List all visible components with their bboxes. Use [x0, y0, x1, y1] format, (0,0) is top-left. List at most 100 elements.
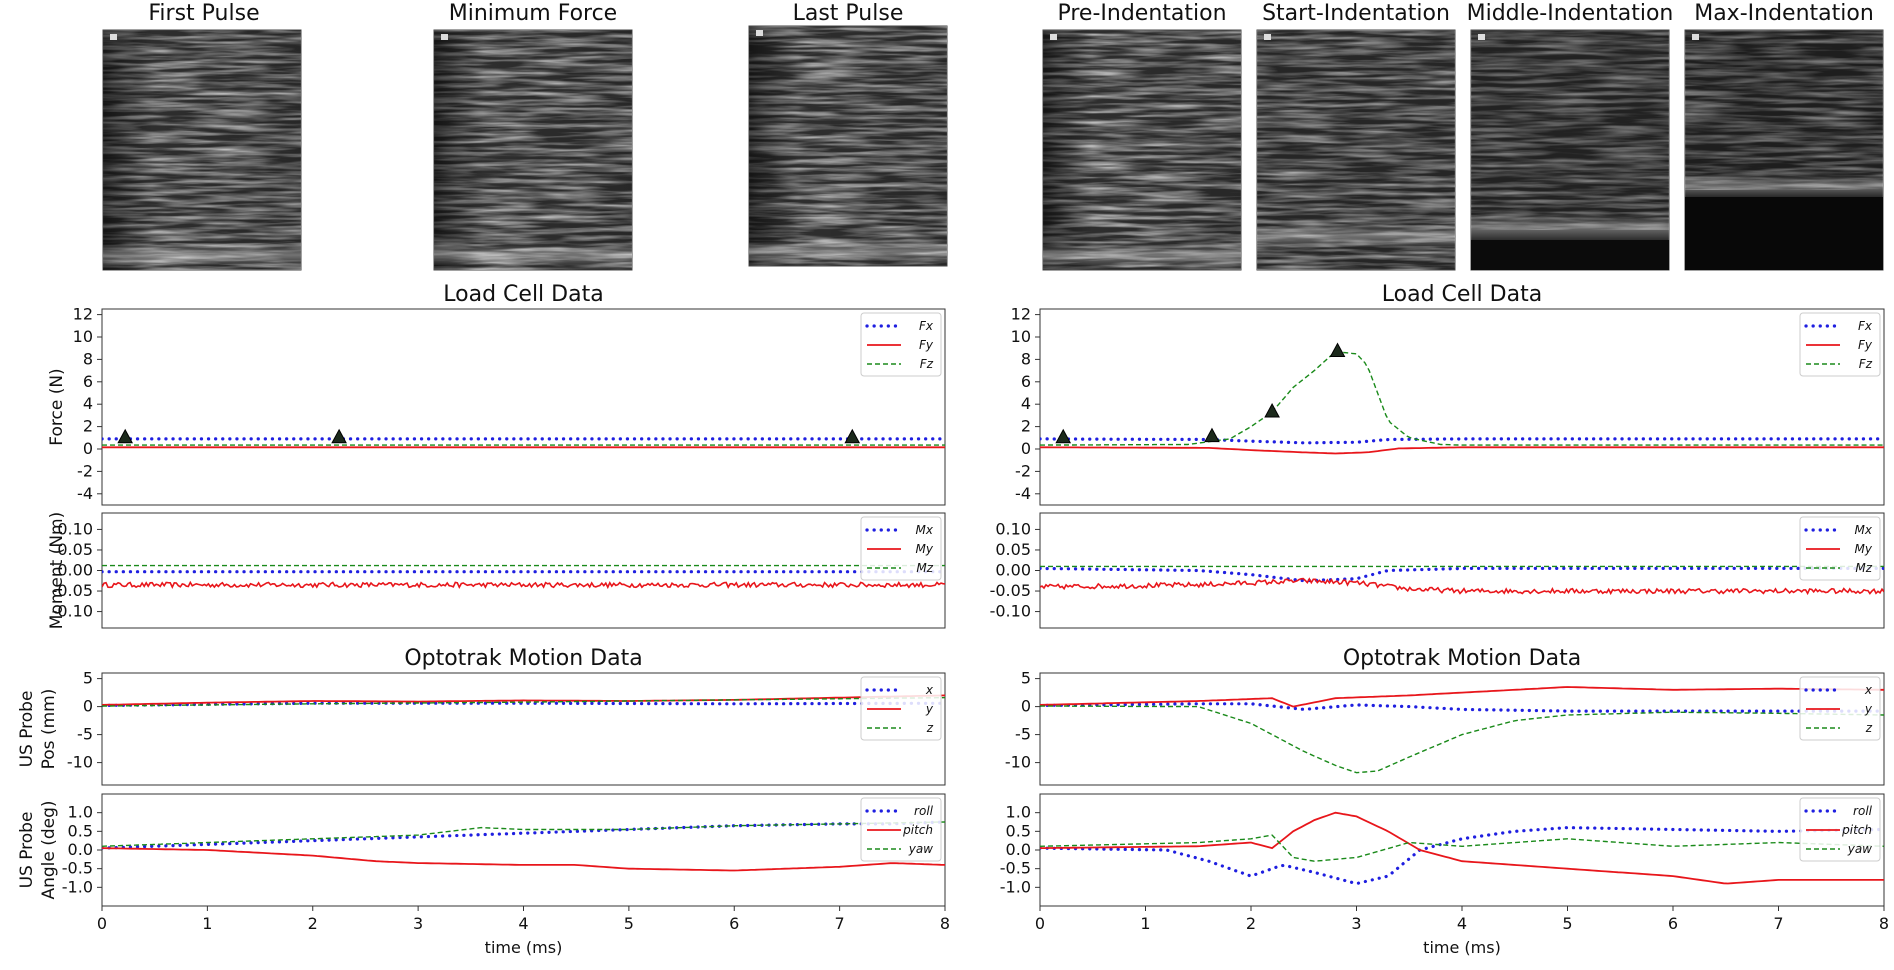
legend-label-mx: Mx [1855, 523, 1873, 537]
us-image-first-pulse [102, 29, 302, 271]
chart-left-force: Load Cell Data 12 10 8 6 4 2 0 -2 -4 Force (N) Fx Fy… [47, 282, 946, 506]
us-image-start-indentation [1256, 29, 1456, 271]
y-tick-label: -0.5 [62, 859, 93, 878]
x-tick-label: 8 [940, 914, 950, 933]
title-start-indentation: Start-Indentation [1262, 1, 1450, 26]
title-first-pulse: First Pulse [148, 1, 259, 26]
legend: xyz [1799, 676, 1881, 741]
legend-label-roll: roll [914, 804, 934, 818]
series-group [1040, 686, 1884, 774]
legend-label-pitch: pitch [1841, 823, 1872, 837]
y-tick-label: 0 [83, 439, 93, 458]
event-marker [844, 428, 861, 444]
legend-label-pitch: pitch [902, 823, 933, 837]
y-tick-label: -10 [67, 753, 93, 772]
x-tick-label: 7 [835, 914, 845, 933]
y-axis-label: Force (N) [47, 368, 67, 445]
title-max-indentation: Max-Indentation [1694, 1, 1874, 26]
y-tick-label: 10 [73, 327, 93, 346]
x-tick-label: 1 [202, 914, 212, 933]
y-tick-label: -0.05 [990, 581, 1031, 600]
y-tick-label: 6 [83, 372, 93, 391]
us-image-minimum-force [433, 29, 633, 271]
legend-label-fz: Fz [1859, 357, 1873, 371]
series-group [1040, 565, 1884, 596]
x-tick-label: 6 [1668, 914, 1678, 933]
series-line-pitch [1040, 811, 1884, 885]
axes-frame [101, 308, 946, 506]
y-tick-label: 0.5 [1006, 821, 1031, 840]
y-tick-label: 1.0 [1006, 803, 1031, 822]
event-marker [1329, 342, 1346, 358]
legend-label-yaw: yaw [1847, 842, 1872, 856]
series-group [102, 437, 945, 449]
y-tick-label: 0.00 [57, 561, 93, 580]
title-pre-indentation: Pre-Indentation [1057, 1, 1226, 26]
series-group [102, 820, 945, 872]
chart-right-pos: Optotrak Motion Data 5 0 -5 -10 xyz [1005, 646, 1885, 786]
y-tick-label: -4 [1015, 484, 1031, 503]
us-image-max-indentation [1684, 29, 1884, 271]
chart-left-pos: Optotrak Motion Data 5 0 -5 -10 US Probe Pos (… [17, 646, 946, 786]
legend-label-fy: Fy [919, 338, 934, 352]
x-tick-label: 7 [1773, 914, 1783, 933]
y-axis-label: Pos (mm) [39, 689, 59, 770]
y-tick-label: 6 [1021, 372, 1031, 391]
legend-label-yaw: yaw [908, 842, 933, 856]
x-tick-label: 5 [1562, 914, 1572, 933]
y-tick-label: 12 [73, 305, 93, 324]
series-line-z [102, 696, 945, 707]
event-marker [331, 428, 347, 444]
y-tick-label: 2 [1021, 417, 1031, 436]
legend-label-mx: Mx [916, 523, 934, 537]
y-tick-label: 0 [83, 697, 93, 716]
x-tick-label: 0 [1035, 914, 1045, 933]
legend: Fx Fy Fz [1799, 312, 1881, 377]
y-tick-label: -2 [1015, 461, 1031, 480]
series-line-x [102, 701, 945, 708]
legend-label-mz: Mz [1855, 561, 1872, 575]
y-tick-label: 8 [83, 349, 93, 368]
x-tick-label: 2 [308, 914, 318, 933]
legend-label-fx: Fx [1858, 319, 1873, 333]
x-tick-label: 1 [1140, 914, 1150, 933]
x-tick-label: 3 [1351, 914, 1361, 933]
axes-frame [101, 793, 946, 907]
chart-right-angle: 1.00.50.0-0.5-1.00 1 2 3 4 5 6 7 8 time (ms) roll p… [1000, 793, 1889, 957]
x-tick-label: 4 [1457, 914, 1467, 933]
series-line-roll [1040, 825, 1884, 886]
series-line-roll [102, 820, 945, 850]
y-tick-label: 0.10 [57, 519, 93, 538]
y-axis-label: US Probe [17, 812, 37, 889]
y-tick-label: -1.0 [62, 877, 93, 896]
x-axis-label: time (ms) [1423, 938, 1501, 957]
title-last-pulse: Last Pulse [793, 1, 904, 26]
y-tick-label: 1.0 [68, 803, 93, 822]
y-tick-label: 8 [1021, 349, 1031, 368]
y-tick-label: 4 [83, 394, 93, 413]
series-line-my [1040, 577, 1884, 596]
y-tick-label: 0.0 [68, 840, 93, 859]
series-group [1040, 350, 1884, 455]
series-line-z [1040, 705, 1884, 774]
event-marker [1055, 428, 1072, 444]
x-axis-label: time (ms) [485, 938, 563, 957]
chart-title: Load Cell Data [443, 282, 603, 307]
series-group [1040, 811, 1884, 886]
x-tick-label: 8 [1879, 914, 1889, 933]
legend-label-y: y [925, 702, 934, 716]
y-tick-label: -0.10 [990, 602, 1031, 621]
legend-label-x: x [1864, 683, 1873, 697]
event-marker [117, 428, 134, 444]
series-group [102, 564, 945, 590]
y-tick-label: 5 [1021, 669, 1031, 688]
series-line-x [1040, 702, 1884, 713]
legend: Mx My Mz [860, 516, 942, 581]
series-line-pitch [102, 847, 945, 872]
legend: roll pitch yaw [860, 797, 942, 862]
legend-label-fy: Fy [1858, 338, 1873, 352]
legend-label-z: z [1865, 721, 1873, 735]
us-image-titles: First Pulse Minimum Force Last Pulse Pre… [148, 1, 1873, 26]
us-image-pre-indentation [1042, 29, 1242, 271]
